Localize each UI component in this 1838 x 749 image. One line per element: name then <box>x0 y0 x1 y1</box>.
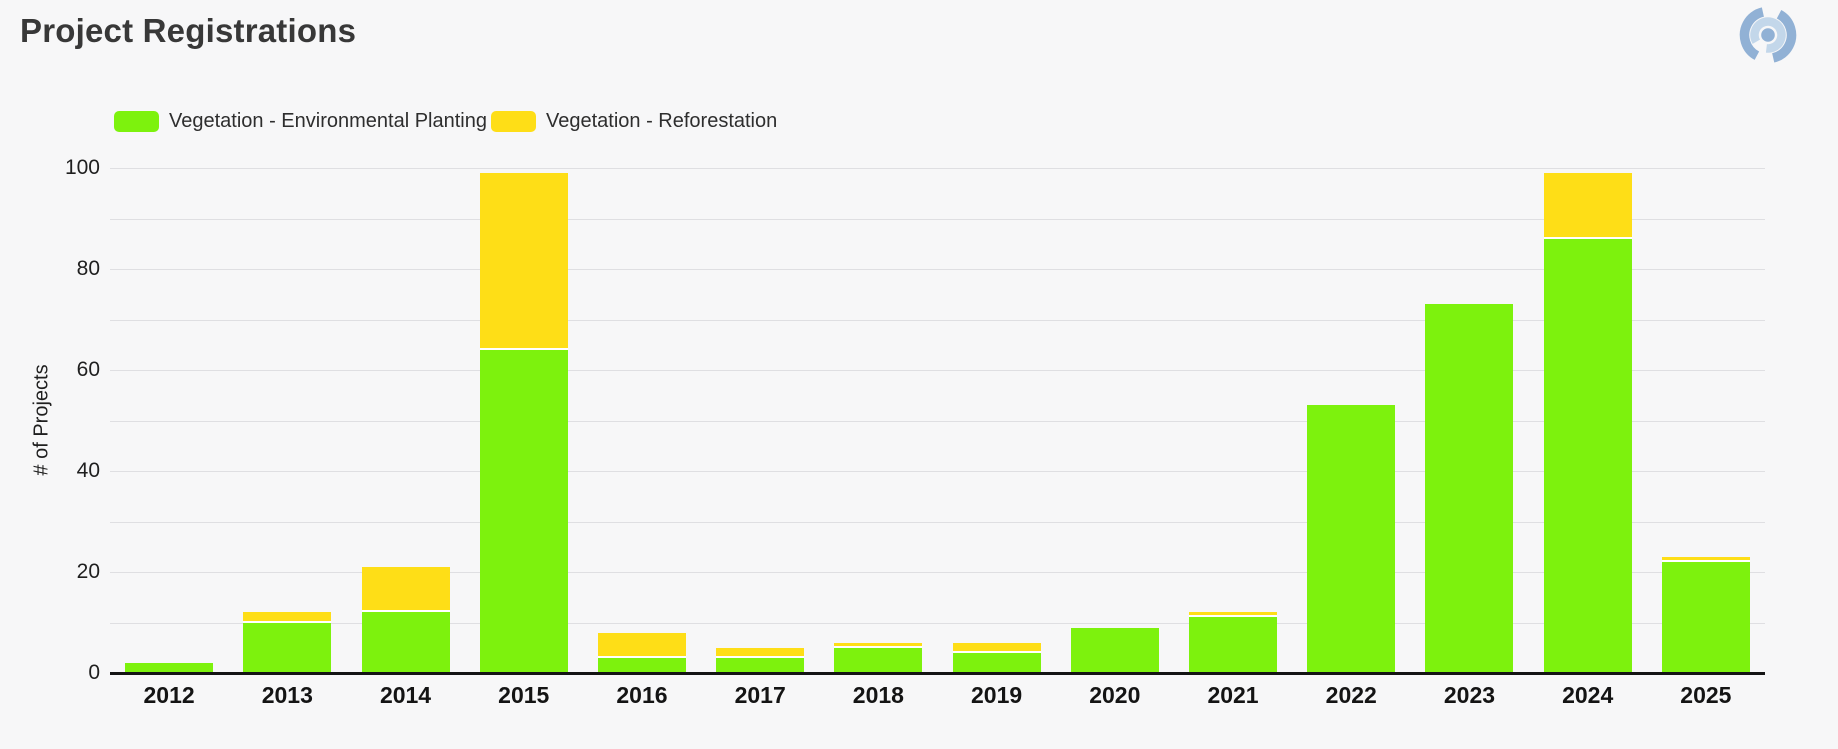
y-tick-label: 60 <box>76 358 100 381</box>
bar-segment-environmental-planting[interactable] <box>361 612 450 673</box>
bar-segment-reforestation[interactable] <box>1543 173 1632 239</box>
bar-segment-environmental-planting[interactable] <box>1070 627 1159 673</box>
x-axis-label-2024: 2024 <box>1562 682 1614 708</box>
y-tick-label: 80 <box>76 257 100 280</box>
gridline <box>110 521 1765 523</box>
bar-2013[interactable] <box>243 612 332 673</box>
bar-segment-environmental-planting[interactable] <box>834 647 923 673</box>
bar-segment-reforestation[interactable] <box>1189 612 1278 618</box>
x-axis-label-2013: 2013 <box>261 682 313 708</box>
gridline <box>110 471 1765 472</box>
gridline <box>110 218 1765 220</box>
bar-2019[interactable] <box>952 642 1041 673</box>
bar-2014[interactable] <box>361 566 450 673</box>
gridline <box>110 622 1765 624</box>
x-axis-label-2012: 2012 <box>143 682 195 708</box>
x-axis-label-2021: 2021 <box>1207 682 1259 708</box>
bar-segment-environmental-planting[interactable] <box>1543 238 1632 673</box>
legend-swatch-green <box>114 110 159 132</box>
gridline <box>110 370 1765 371</box>
bar-segment-environmental-planting[interactable] <box>1661 561 1750 673</box>
x-axis-label-2016: 2016 <box>616 682 668 708</box>
bar-2022[interactable] <box>1307 405 1396 673</box>
chart-legend: Vegetation - Environmental Planting Vege… <box>114 110 781 132</box>
x-axis-label-2019: 2019 <box>971 682 1023 708</box>
bar-2015[interactable] <box>479 173 568 673</box>
bar-segment-environmental-planting[interactable] <box>479 349 568 673</box>
bar-segment-reforestation[interactable] <box>479 173 568 350</box>
y-tick-label: 100 <box>64 156 100 179</box>
x-axis-label-2017: 2017 <box>734 682 786 708</box>
bar-2017[interactable] <box>716 647 805 673</box>
gridline <box>110 420 1765 422</box>
bar-segment-reforestation[interactable] <box>597 632 686 658</box>
x-axis-label-2018: 2018 <box>852 682 904 708</box>
x-axis-label-2014: 2014 <box>379 682 432 708</box>
y-tick-label: 40 <box>76 459 100 482</box>
bar-2023[interactable] <box>1425 304 1514 673</box>
legend-label: Vegetation - Reforestation <box>545 110 778 132</box>
gridline <box>110 269 1765 270</box>
legend-label: Vegetation - Environmental Planting <box>169 110 487 132</box>
x-axis-label-2020: 2020 <box>1089 682 1141 708</box>
x-axis-label-2015: 2015 <box>498 682 550 708</box>
bar-segment-environmental-planting[interactable] <box>1307 405 1396 673</box>
bar-2018[interactable] <box>834 642 923 673</box>
bar-segment-reforestation[interactable] <box>243 612 332 623</box>
legend-swatch-yellow <box>490 110 536 132</box>
bar-2012[interactable] <box>125 662 214 673</box>
bar-segment-reforestation[interactable] <box>361 566 450 613</box>
bar-segment-environmental-planting[interactable] <box>716 657 805 673</box>
bar-segment-environmental-planting[interactable] <box>597 657 686 673</box>
bar-2020[interactable] <box>1070 627 1159 673</box>
bar-segment-reforestation[interactable] <box>952 642 1041 653</box>
bar-2016[interactable] <box>597 632 686 673</box>
bar-2025[interactable] <box>1661 556 1750 673</box>
gridline <box>110 319 1765 321</box>
bar-2021[interactable] <box>1189 612 1278 673</box>
x-axis-label-2023: 2023 <box>1443 682 1496 708</box>
legend-item-reforestation[interactable]: Vegetation - Reforestation <box>490 110 778 132</box>
legend-item-environmental-planting[interactable]: Vegetation - Environmental Planting <box>114 110 487 132</box>
bar-segment-environmental-planting[interactable] <box>1425 304 1514 673</box>
x-axis-label-2025: 2025 <box>1680 682 1732 708</box>
bar-segment-environmental-planting[interactable] <box>125 662 214 673</box>
bar-segment-reforestation[interactable] <box>716 647 805 658</box>
x-axis-line <box>110 672 1765 675</box>
bar-segment-environmental-planting[interactable] <box>243 622 332 673</box>
x-axis-label-2022: 2022 <box>1325 682 1377 708</box>
gridline <box>110 572 1765 573</box>
y-tick-label: 0 <box>88 661 100 684</box>
ring-logo-icon <box>1739 6 1797 64</box>
bar-segment-reforestation[interactable] <box>1661 556 1750 562</box>
bar-2024[interactable] <box>1543 173 1632 673</box>
y-tick-label: 20 <box>76 560 100 583</box>
bar-segment-environmental-planting[interactable] <box>1189 617 1278 673</box>
page-title: Project Registrations <box>20 12 357 49</box>
brand-logo[interactable] <box>1738 5 1798 65</box>
gridline <box>110 168 1765 169</box>
bar-segment-environmental-planting[interactable] <box>952 652 1041 673</box>
bar-segment-reforestation[interactable] <box>834 642 923 648</box>
